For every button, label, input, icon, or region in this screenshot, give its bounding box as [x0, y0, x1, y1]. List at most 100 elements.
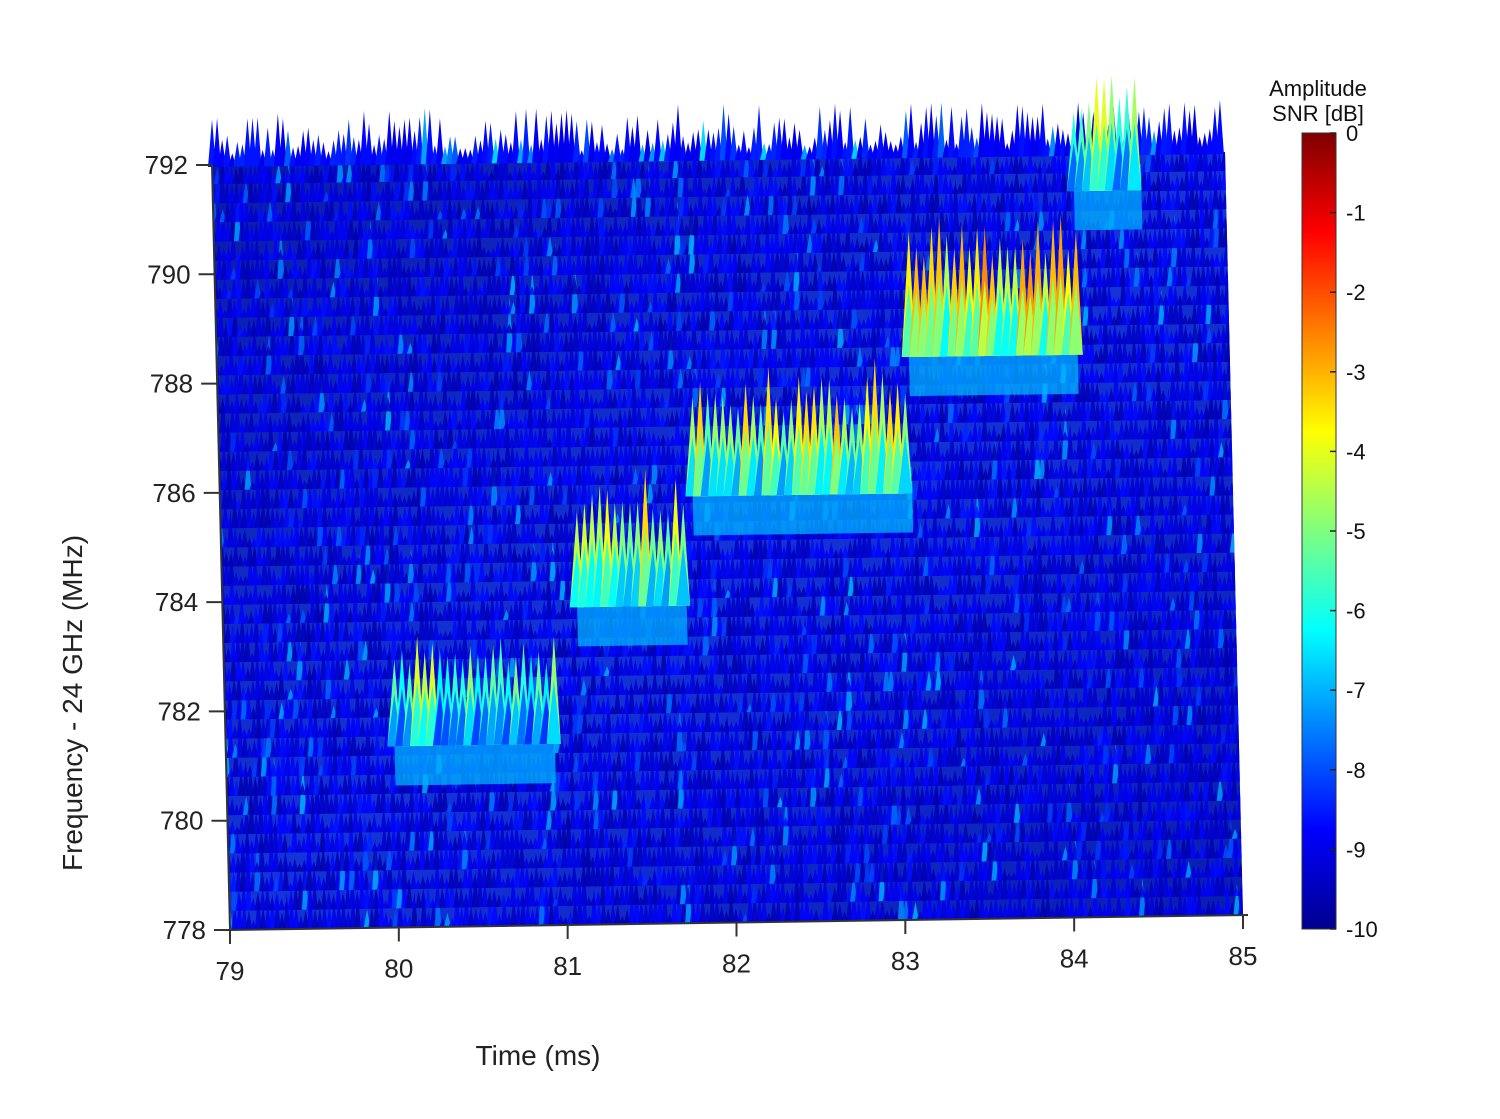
- surface-spike: [943, 843, 951, 863]
- surface-spike: [292, 904, 300, 930]
- surface-spike: [585, 682, 593, 715]
- surface-spike: [662, 759, 670, 790]
- surface-spike: [1158, 703, 1166, 726]
- surface-spike: [923, 815, 931, 825]
- surface-spike: [617, 850, 625, 886]
- surface-spike: [868, 858, 876, 883]
- surface-spike: [298, 739, 306, 776]
- surface-spike: [794, 697, 802, 731]
- surface-spike: [427, 800, 435, 832]
- surface-spike: [850, 890, 858, 921]
- surface-spike: [328, 833, 336, 852]
- surface-spike: [314, 848, 322, 872]
- surface-spike: [812, 713, 820, 731]
- surface-spike: [1045, 755, 1053, 785]
- surface-spike: [660, 893, 668, 905]
- surface-spike: [336, 739, 344, 776]
- surface-spike: [1078, 762, 1086, 784]
- surface-spike: [595, 901, 603, 925]
- surface-spike: [931, 718, 939, 729]
- surface-spike: [1169, 803, 1177, 821]
- surface-spike: [1100, 844, 1108, 879]
- surface-spike: [852, 803, 860, 826]
- surface-spike: [231, 905, 239, 930]
- surface-spike: [943, 827, 951, 844]
- surface-spike: [261, 778, 269, 815]
- surface-spike: [791, 810, 799, 827]
- surface-spike: [532, 854, 540, 869]
- surface-spike: [1200, 698, 1208, 725]
- surface-spike: [1017, 753, 1025, 766]
- surface-spike: [1124, 688, 1132, 726]
- surface-spike: [335, 715, 343, 738]
- surface-spike: [789, 728, 797, 750]
- surface-spike: [488, 817, 496, 831]
- surface-spike: [517, 793, 525, 831]
- surface-spike: [662, 752, 670, 771]
- surface-spike: [854, 848, 862, 883]
- surface-spike: [433, 859, 441, 889]
- surface-spike: [855, 901, 863, 921]
- surface-spike: [324, 853, 332, 891]
- surface-spike: [739, 809, 747, 846]
- surface-spike: [1238, 881, 1243, 916]
- surface-spike: [711, 837, 719, 847]
- surface-spike: [807, 872, 815, 884]
- surface-spike: [1063, 716, 1071, 746]
- surface-spike: [1123, 847, 1131, 879]
- surface-spike: [723, 718, 731, 732]
- surface-spike: [264, 902, 272, 930]
- surface-spike: [1153, 711, 1161, 745]
- surface-spike: [867, 788, 875, 826]
- surface-spike: [306, 893, 314, 929]
- surface-spike: [1093, 793, 1101, 803]
- surface-spike: [338, 814, 346, 852]
- surface-spike: [754, 833, 762, 865]
- surface-spike: [1030, 694, 1038, 728]
- surface-spike: [1204, 854, 1212, 878]
- surface-spike: [1227, 820, 1235, 858]
- surface-spike: [1051, 772, 1059, 804]
- surface-spike: [1028, 823, 1036, 842]
- surface-spike: [236, 721, 244, 758]
- surface-spike: [464, 776, 472, 812]
- surface-spike: [883, 707, 891, 730]
- surface-spike: [789, 893, 797, 922]
- surface-spike: [409, 818, 417, 851]
- surface-spike: [619, 712, 627, 734]
- surface-spike: [819, 805, 827, 826]
- surface-spike: [1083, 740, 1091, 765]
- surface-spike: [1225, 741, 1233, 763]
- surface-spike: [1207, 769, 1215, 801]
- surface-spike: [699, 894, 707, 923]
- surface-spike: [1126, 777, 1134, 803]
- surface-spike: [693, 847, 701, 885]
- surface-spike: [1049, 712, 1057, 746]
- surface-spike: [851, 731, 859, 749]
- surface-spike: [1124, 869, 1132, 898]
- surface-spike: [1164, 794, 1172, 821]
- surface-spike: [642, 694, 650, 733]
- surface-spike: [705, 736, 713, 771]
- surface-spike: [979, 768, 987, 786]
- surface-spike: [395, 836, 403, 871]
- surface-spike: [996, 851, 1004, 881]
- surface-spike: [413, 810, 421, 832]
- surface-spike: [798, 697, 806, 731]
- surface-spike: [282, 860, 290, 891]
- surface-spike: [373, 701, 381, 737]
- surface-spike: [255, 744, 263, 777]
- surface-spike: [234, 832, 242, 854]
- surface-spike: [331, 721, 339, 757]
- surface-spike: [305, 818, 313, 853]
- surface-spike: [697, 838, 705, 866]
- surface-spike: [667, 741, 675, 771]
- surface-spike: [1022, 780, 1030, 804]
- surface-spike: [664, 814, 672, 848]
- surface-spike: [323, 823, 331, 853]
- surface-spike: [598, 812, 606, 849]
- surface-spike: [748, 779, 756, 808]
- surface-spike: [862, 808, 870, 845]
- surface-spike: [526, 789, 534, 811]
- surface-spike: [897, 868, 905, 901]
